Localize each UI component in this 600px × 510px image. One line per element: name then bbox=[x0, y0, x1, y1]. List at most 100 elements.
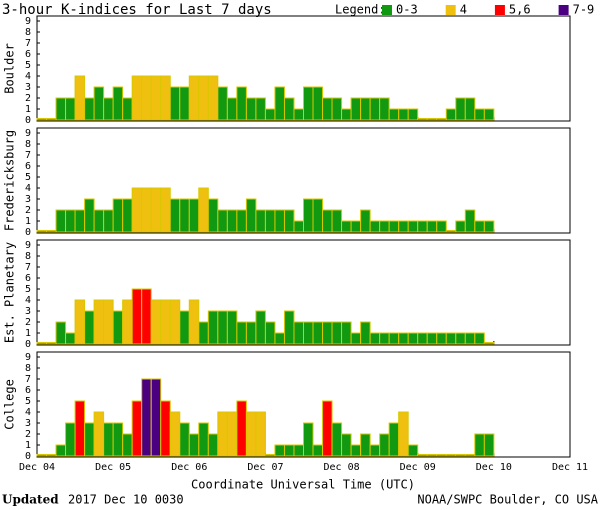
bar bbox=[122, 198, 133, 233]
legend-label: 4 bbox=[460, 3, 467, 17]
updated-label: Updated bbox=[2, 493, 59, 507]
bar bbox=[293, 444, 305, 457]
y-tick-label: 6 bbox=[25, 385, 31, 396]
bar bbox=[103, 97, 114, 121]
bar bbox=[160, 299, 171, 345]
y-tick-label: 6 bbox=[25, 49, 31, 60]
bar bbox=[398, 108, 409, 121]
bar bbox=[274, 86, 285, 121]
bar bbox=[169, 299, 181, 345]
bar bbox=[160, 400, 171, 457]
bar bbox=[236, 209, 247, 233]
bar bbox=[445, 108, 457, 121]
x-tick-label: Dec 10 bbox=[476, 462, 512, 473]
bar bbox=[264, 454, 276, 457]
panel-name: Est. Planetary bbox=[3, 242, 17, 343]
bar bbox=[84, 97, 95, 121]
y-tick-label: 4 bbox=[25, 183, 31, 194]
bar bbox=[341, 321, 352, 345]
bar bbox=[388, 332, 400, 345]
bar bbox=[255, 97, 266, 121]
bar bbox=[331, 422, 343, 457]
bar bbox=[150, 75, 162, 121]
bar bbox=[445, 230, 457, 233]
legend-label: 0-3 bbox=[396, 3, 418, 17]
bar bbox=[112, 310, 124, 345]
bar bbox=[226, 310, 238, 345]
y-tick-label: 8 bbox=[25, 363, 31, 374]
bar bbox=[46, 342, 57, 345]
bar bbox=[293, 220, 305, 233]
bar bbox=[84, 198, 95, 233]
bar bbox=[188, 198, 200, 233]
bar bbox=[141, 75, 152, 121]
y-tick-label: 2 bbox=[25, 317, 31, 328]
y-tick-label: 0 bbox=[25, 339, 31, 350]
bar bbox=[245, 411, 257, 457]
bar bbox=[388, 108, 400, 121]
bar bbox=[207, 310, 219, 345]
bar bbox=[455, 97, 466, 121]
bar bbox=[112, 86, 124, 121]
legend-swatch bbox=[445, 5, 456, 15]
panel-frame bbox=[36, 351, 571, 458]
y-tick-label: 2 bbox=[25, 93, 31, 104]
bar bbox=[36, 454, 48, 457]
bar bbox=[93, 86, 105, 121]
bar bbox=[426, 454, 438, 457]
bar bbox=[293, 108, 305, 121]
bar bbox=[445, 454, 457, 457]
bar bbox=[360, 321, 371, 345]
y-tick-label: 4 bbox=[25, 295, 31, 306]
bar bbox=[65, 332, 76, 345]
bar bbox=[36, 230, 48, 233]
bar bbox=[122, 299, 133, 345]
bar bbox=[464, 332, 476, 345]
y-tick-label: 7 bbox=[25, 38, 31, 49]
bar bbox=[331, 321, 343, 345]
bar bbox=[379, 97, 390, 121]
bar bbox=[112, 198, 124, 233]
panel-name: Fredericksburg bbox=[3, 130, 17, 231]
y-tick-label: 8 bbox=[25, 251, 31, 262]
bar bbox=[74, 299, 86, 345]
bar bbox=[169, 198, 181, 233]
bar bbox=[217, 310, 228, 345]
bar bbox=[103, 422, 114, 457]
bar bbox=[398, 332, 409, 345]
y-tick-label: 5 bbox=[25, 60, 31, 71]
bar bbox=[179, 422, 190, 457]
updated-value: 2017 Dec 10 0030 bbox=[68, 493, 184, 507]
y-tick-label: 3 bbox=[25, 418, 31, 429]
bar bbox=[103, 299, 114, 345]
bar bbox=[36, 118, 48, 121]
bar bbox=[283, 97, 295, 121]
bar bbox=[369, 97, 381, 121]
chart-title: 3-hour K-indices for Last 7 days bbox=[2, 2, 272, 18]
y-tick-label: 6 bbox=[25, 273, 31, 284]
bar bbox=[474, 108, 485, 121]
y-tick-label: 7 bbox=[25, 374, 31, 385]
bar bbox=[407, 332, 419, 345]
bar bbox=[312, 321, 324, 345]
legend-swatch bbox=[558, 5, 569, 15]
bar bbox=[312, 86, 324, 121]
bar bbox=[141, 288, 152, 345]
bar bbox=[274, 209, 285, 233]
bar bbox=[369, 332, 381, 345]
bar bbox=[426, 332, 438, 345]
bar bbox=[474, 433, 485, 457]
bar bbox=[46, 230, 57, 233]
bar bbox=[436, 118, 447, 121]
bar bbox=[341, 220, 352, 233]
y-tick-label: 9 bbox=[25, 240, 31, 251]
bar bbox=[150, 187, 162, 233]
y-tick-label: 5 bbox=[25, 284, 31, 295]
bar bbox=[188, 433, 200, 457]
bar bbox=[226, 97, 238, 121]
bar bbox=[369, 220, 381, 233]
bar bbox=[207, 75, 219, 121]
bar bbox=[464, 454, 476, 457]
y-tick-label: 5 bbox=[25, 396, 31, 407]
x-tick-label: Dec 06 bbox=[171, 462, 207, 473]
